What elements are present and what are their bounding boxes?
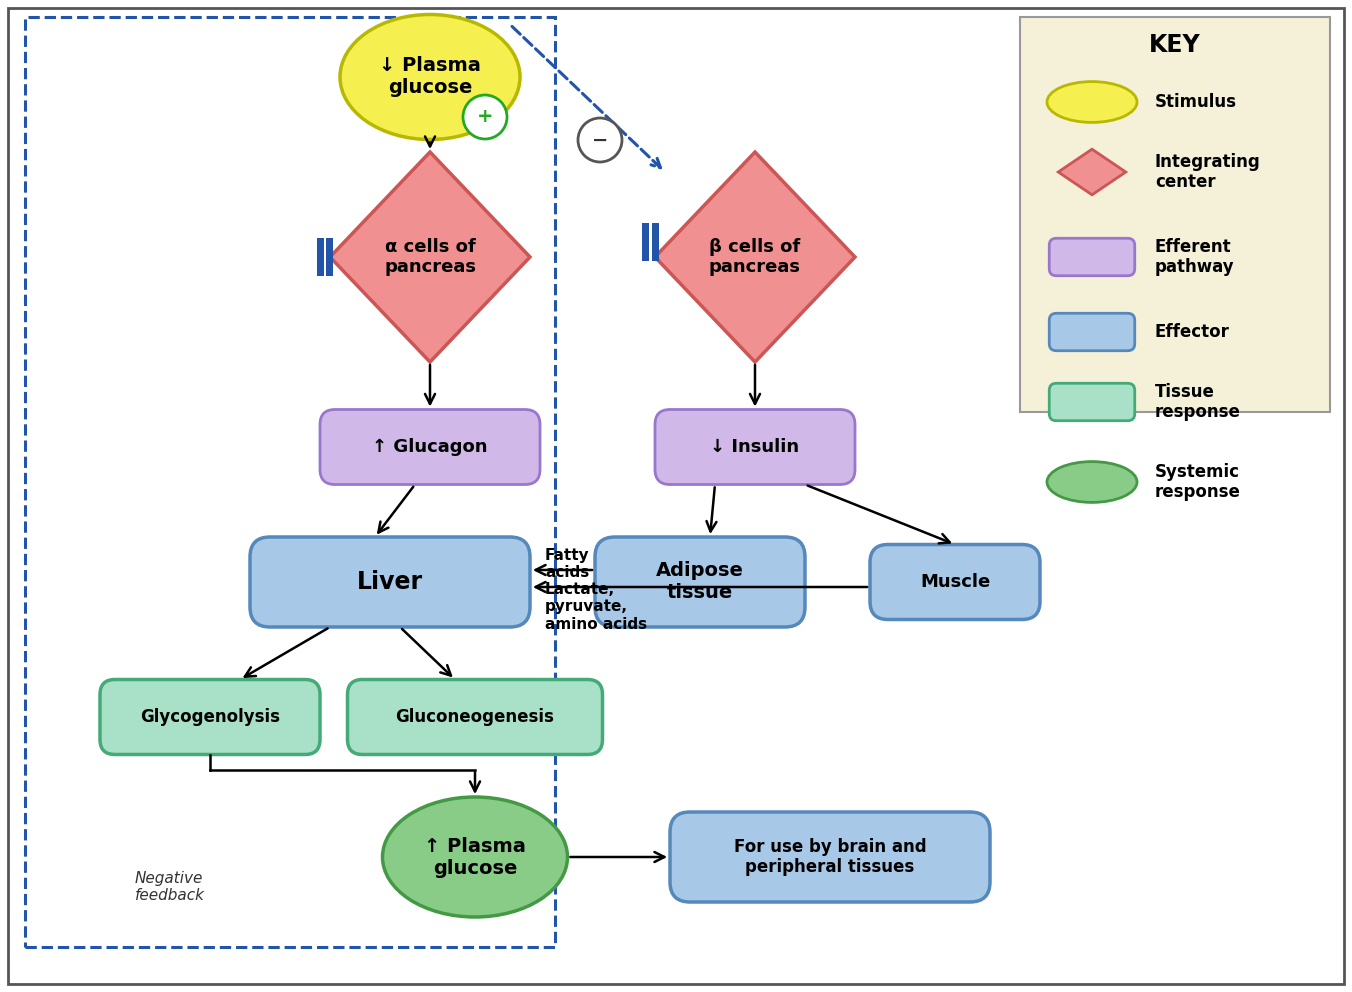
Text: Negative
feedback: Negative feedback [135,871,206,903]
Text: ↓ Insulin: ↓ Insulin [710,438,799,456]
Text: ↑ Glucagon: ↑ Glucagon [372,438,488,456]
Text: Fatty
acids: Fatty acids [545,548,589,580]
Text: α cells of
pancreas: α cells of pancreas [384,238,476,277]
Ellipse shape [339,15,521,140]
Text: Stimulus: Stimulus [1155,93,1237,111]
Text: Lactate,
pyruvate,
amino acids: Lactate, pyruvate, amino acids [545,582,648,632]
Text: Glycogenolysis: Glycogenolysis [141,708,280,726]
FancyBboxPatch shape [869,545,1040,619]
FancyBboxPatch shape [671,812,990,902]
Ellipse shape [1046,461,1137,502]
Text: ↑ Plasma
glucose: ↑ Plasma glucose [425,836,526,878]
Text: +: + [477,107,493,127]
Text: Adipose
tissue: Adipose tissue [656,561,744,602]
FancyBboxPatch shape [1049,313,1134,351]
Polygon shape [330,152,530,362]
Text: β cells of
pancreas: β cells of pancreas [708,238,800,277]
Text: Gluconeogenesis: Gluconeogenesis [396,708,554,726]
FancyBboxPatch shape [1049,383,1134,421]
Text: Systemic
response: Systemic response [1155,462,1241,501]
FancyBboxPatch shape [347,680,603,755]
Text: −: − [592,131,608,150]
Text: Tissue
response: Tissue response [1155,383,1241,422]
Polygon shape [654,152,854,362]
Text: KEY: KEY [1149,33,1201,57]
FancyBboxPatch shape [250,537,530,627]
FancyBboxPatch shape [654,410,854,484]
Circle shape [462,95,507,139]
Text: Muscle: Muscle [919,573,990,591]
FancyBboxPatch shape [326,238,334,276]
Polygon shape [1059,149,1126,194]
FancyBboxPatch shape [100,680,320,755]
FancyBboxPatch shape [652,223,658,261]
FancyBboxPatch shape [1019,17,1330,412]
FancyBboxPatch shape [316,238,323,276]
FancyBboxPatch shape [595,537,804,627]
FancyBboxPatch shape [320,410,539,484]
FancyBboxPatch shape [641,223,649,261]
Ellipse shape [383,797,568,917]
Text: Integrating
center: Integrating center [1155,153,1261,191]
Circle shape [579,118,622,162]
Ellipse shape [1046,81,1137,122]
Text: ↓ Plasma
glucose: ↓ Plasma glucose [379,57,481,97]
Text: Liver: Liver [357,570,423,594]
Text: Effector: Effector [1155,323,1230,341]
Text: Efferent
pathway: Efferent pathway [1155,238,1234,277]
FancyBboxPatch shape [1049,238,1134,276]
Text: For use by brain and
peripheral tissues: For use by brain and peripheral tissues [734,837,926,876]
